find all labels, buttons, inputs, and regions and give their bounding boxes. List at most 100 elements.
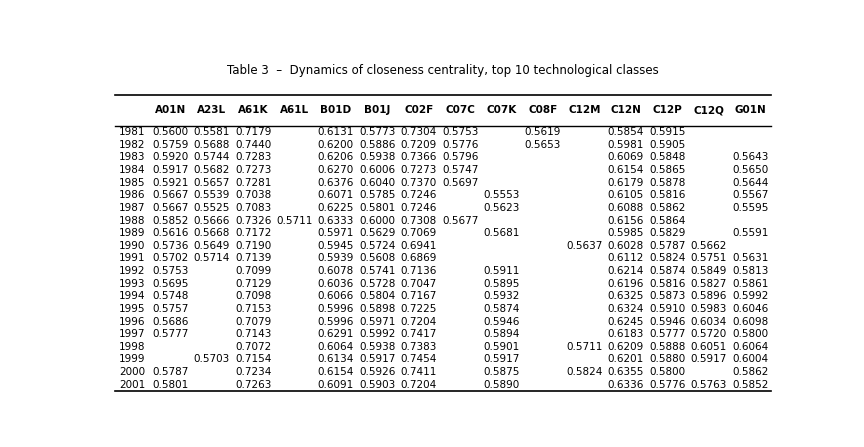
Text: 1995: 1995 (119, 304, 145, 314)
Text: 0.5753: 0.5753 (442, 127, 479, 137)
Text: 0.5824: 0.5824 (649, 253, 685, 263)
Text: 0.5668: 0.5668 (194, 228, 230, 238)
Text: 0.5591: 0.5591 (732, 228, 768, 238)
Text: 0.5682: 0.5682 (194, 165, 230, 175)
Text: 0.5946: 0.5946 (649, 316, 685, 327)
Text: 1981: 1981 (119, 127, 145, 137)
Text: 0.5777: 0.5777 (152, 329, 188, 339)
Text: 0.7304: 0.7304 (401, 127, 437, 137)
Text: A01N: A01N (155, 105, 186, 115)
Text: C08F: C08F (529, 105, 557, 115)
Text: 0.5903: 0.5903 (359, 380, 396, 390)
Text: 0.5801: 0.5801 (152, 380, 188, 390)
Text: 0.5862: 0.5862 (649, 203, 685, 213)
Text: 0.6004: 0.6004 (732, 354, 768, 364)
Text: 1996: 1996 (119, 316, 145, 327)
Text: 0.5992: 0.5992 (732, 291, 768, 301)
Text: 0.7139: 0.7139 (235, 253, 271, 263)
Text: 1990: 1990 (119, 241, 145, 251)
Text: 0.5796: 0.5796 (442, 152, 479, 162)
Text: 0.5829: 0.5829 (649, 228, 685, 238)
Text: 0.5644: 0.5644 (732, 178, 768, 188)
Text: 0.6040: 0.6040 (359, 178, 396, 188)
Text: 0.7454: 0.7454 (401, 354, 437, 364)
Text: 0.6214: 0.6214 (607, 266, 644, 276)
Text: 0.7153: 0.7153 (235, 304, 271, 314)
Text: C07C: C07C (445, 105, 475, 115)
Text: 0.6324: 0.6324 (607, 304, 644, 314)
Text: 0.5686: 0.5686 (152, 316, 188, 327)
Text: Table 3  –  Dynamics of closeness centrality, top 10 technological classes: Table 3 – Dynamics of closeness centrali… (227, 64, 658, 77)
Text: 0.5864: 0.5864 (649, 215, 685, 226)
Text: 0.6200: 0.6200 (318, 140, 354, 150)
Text: 0.5763: 0.5763 (690, 380, 727, 390)
Text: 0.5898: 0.5898 (359, 304, 396, 314)
Text: 0.7172: 0.7172 (235, 228, 271, 238)
Text: 0.6088: 0.6088 (607, 203, 644, 213)
Text: 0.7136: 0.7136 (401, 266, 437, 276)
Text: 0.5878: 0.5878 (649, 178, 685, 188)
Text: 0.6245: 0.6245 (607, 316, 644, 327)
Text: 0.6069: 0.6069 (607, 152, 644, 162)
Text: C12N: C12N (611, 105, 641, 115)
Text: C02F: C02F (404, 105, 434, 115)
Text: 0.5567: 0.5567 (732, 190, 768, 200)
Text: 0.5787: 0.5787 (152, 367, 188, 377)
Text: 0.5629: 0.5629 (359, 228, 396, 238)
Text: 0.5595: 0.5595 (732, 203, 768, 213)
Text: 0.6064: 0.6064 (318, 342, 354, 352)
Text: 0.7225: 0.7225 (401, 304, 437, 314)
Text: 0.7143: 0.7143 (235, 329, 271, 339)
Text: 0.5736: 0.5736 (152, 241, 188, 251)
Text: 0.7154: 0.7154 (235, 354, 271, 364)
Text: 0.5711: 0.5711 (276, 215, 313, 226)
Text: 0.7370: 0.7370 (401, 178, 437, 188)
Text: 0.5688: 0.5688 (194, 140, 230, 150)
Text: 0.5945: 0.5945 (318, 241, 354, 251)
Text: 0.5785: 0.5785 (359, 190, 396, 200)
Text: 0.5886: 0.5886 (359, 140, 396, 150)
Text: 0.6091: 0.6091 (318, 380, 354, 390)
Text: 1985: 1985 (119, 178, 145, 188)
Text: 0.5724: 0.5724 (359, 241, 396, 251)
Text: 1997: 1997 (119, 329, 145, 339)
Text: 0.5816: 0.5816 (649, 190, 685, 200)
Text: 0.5938: 0.5938 (359, 342, 396, 352)
Text: 1984: 1984 (119, 165, 145, 175)
Text: 0.5616: 0.5616 (152, 228, 188, 238)
Text: G01N: G01N (734, 105, 766, 115)
Text: 0.7098: 0.7098 (235, 291, 271, 301)
Text: 0.6333: 0.6333 (318, 215, 354, 226)
Text: 0.5777: 0.5777 (649, 329, 685, 339)
Text: 0.5896: 0.5896 (690, 291, 727, 301)
Text: 0.5932: 0.5932 (484, 291, 520, 301)
Text: 0.7204: 0.7204 (401, 380, 437, 390)
Text: 0.5875: 0.5875 (484, 367, 520, 377)
Text: 1988: 1988 (119, 215, 145, 226)
Text: 0.5926: 0.5926 (359, 367, 396, 377)
Text: 0.7281: 0.7281 (235, 178, 271, 188)
Text: 0.5631: 0.5631 (732, 253, 768, 263)
Text: 0.5917: 0.5917 (152, 165, 188, 175)
Text: 0.6270: 0.6270 (318, 165, 354, 175)
Text: 0.7167: 0.7167 (401, 291, 437, 301)
Text: 0.7263: 0.7263 (235, 380, 271, 390)
Text: 0.6355: 0.6355 (607, 367, 644, 377)
Text: 0.6046: 0.6046 (732, 304, 768, 314)
Text: 0.6325: 0.6325 (607, 291, 644, 301)
Text: 0.5938: 0.5938 (359, 152, 396, 162)
Text: 0.5983: 0.5983 (690, 304, 727, 314)
Text: 0.5910: 0.5910 (649, 304, 685, 314)
Text: 0.5600: 0.5600 (152, 127, 188, 137)
Text: 0.6098: 0.6098 (732, 316, 768, 327)
Text: 0.7038: 0.7038 (235, 190, 271, 200)
Text: 0.5852: 0.5852 (732, 380, 768, 390)
Text: 0.7204: 0.7204 (401, 316, 437, 327)
Text: 0.6291: 0.6291 (318, 329, 354, 339)
Text: 0.5905: 0.5905 (649, 140, 685, 150)
Text: 0.7283: 0.7283 (235, 152, 271, 162)
Text: 1986: 1986 (119, 190, 145, 200)
Text: 0.5996: 0.5996 (318, 304, 354, 314)
Text: 0.5939: 0.5939 (318, 253, 354, 263)
Text: 0.6183: 0.6183 (607, 329, 644, 339)
